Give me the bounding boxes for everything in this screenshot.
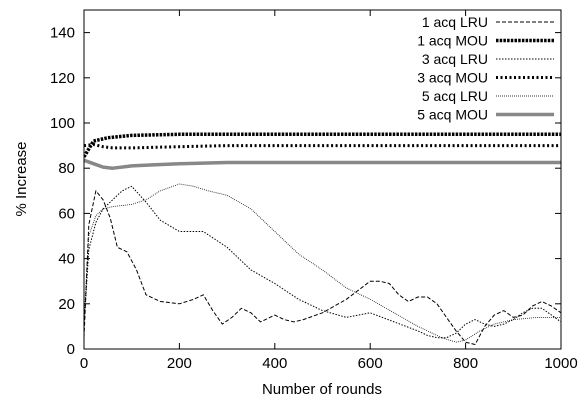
x-tick-label: 1000 xyxy=(544,355,577,372)
y-tick-label: 140 xyxy=(50,25,75,42)
y-tick-label: 20 xyxy=(58,296,75,313)
y-tick-label: 60 xyxy=(58,205,75,222)
legend-label-1: 1 acq LRU xyxy=(422,14,488,30)
series-line-1 xyxy=(84,190,561,345)
plot-frame xyxy=(83,9,562,350)
x-tick-label: 0 xyxy=(80,355,88,372)
y-axis-label: % Increase xyxy=(13,141,30,216)
y-tick-label: 120 xyxy=(50,70,75,87)
x-tick-label: 200 xyxy=(167,355,192,372)
legend-label-5: 5 acq LRU xyxy=(422,88,488,104)
x-axis-label: Number of rounds xyxy=(262,381,382,398)
y-tick-label: 0 xyxy=(67,341,75,358)
x-tick-label: 800 xyxy=(453,355,478,372)
series-line-5 xyxy=(84,183,561,343)
legend-label-6: 5 acq MOU xyxy=(417,107,488,123)
y-tick-label: 40 xyxy=(58,251,75,268)
legend-label-4: 3 acq MOU xyxy=(417,70,488,86)
legend: 1 acq LRU 1 acq MOU 3 acq LRU 3 acq MOU 5 ac… xyxy=(417,14,554,123)
series-line-3 xyxy=(84,185,561,339)
series-line-2 xyxy=(84,132,561,158)
y-tick-label: 100 xyxy=(50,115,75,132)
x-tick-label: 400 xyxy=(262,355,287,372)
y-tick-label: 80 xyxy=(58,160,75,177)
series-line-4 xyxy=(84,143,561,150)
x-tick-label: 600 xyxy=(358,355,383,372)
legend-label-2: 1 acq MOU xyxy=(417,33,488,49)
legend-label-3: 3 acq LRU xyxy=(422,51,488,67)
series-line-6 xyxy=(84,158,561,170)
